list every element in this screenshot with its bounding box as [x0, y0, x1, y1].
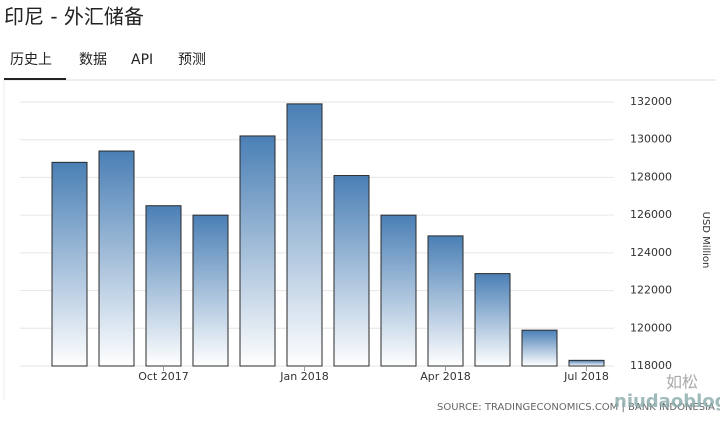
- tab[interactable]: 历史上: [10, 52, 52, 68]
- x-tick-label: Apr 2018: [420, 370, 471, 383]
- bar: [333, 175, 370, 367]
- tab-bar: 历史上 数据 API 预测: [10, 52, 206, 68]
- y-tick-label: 120000: [630, 321, 672, 334]
- bar: [145, 205, 182, 367]
- x-tick-label: Oct 2017: [138, 370, 189, 383]
- y-tick-label: 128000: [630, 170, 672, 183]
- bar: [51, 161, 88, 367]
- y-tick-label: 118000: [630, 359, 672, 372]
- x-tick-label: Jan 2018: [279, 370, 328, 383]
- y-tick-label: 124000: [630, 246, 672, 259]
- tab[interactable]: 数据: [79, 52, 107, 68]
- bar: [474, 273, 511, 367]
- bar: [98, 150, 135, 367]
- y-tick-label: 126000: [630, 208, 672, 221]
- bar: [380, 214, 417, 367]
- y-axis-label: USD Million: [700, 212, 711, 269]
- watermark: niudaoblog.com: [614, 391, 720, 412]
- tab[interactable]: 预测: [178, 52, 206, 68]
- bar: [568, 359, 605, 367]
- source: SOURCE: TRADINGECONOMICS.COM | BANK INDO…: [437, 402, 715, 413]
- y-tick-label: 130000: [630, 133, 672, 146]
- bar: [521, 329, 558, 367]
- x-tick-label: Jul 2018: [563, 370, 609, 383]
- y-tick-label: 122000: [630, 284, 672, 297]
- bar: [239, 135, 276, 367]
- page-title: 印尼 - 外汇储备: [4, 5, 144, 29]
- y-tick-label: 132000: [630, 95, 672, 108]
- bar: [427, 235, 464, 367]
- watermark: 如松: [666, 373, 698, 392]
- tab[interactable]: API: [131, 52, 153, 68]
- bar: [192, 214, 229, 367]
- bar: [286, 103, 323, 367]
